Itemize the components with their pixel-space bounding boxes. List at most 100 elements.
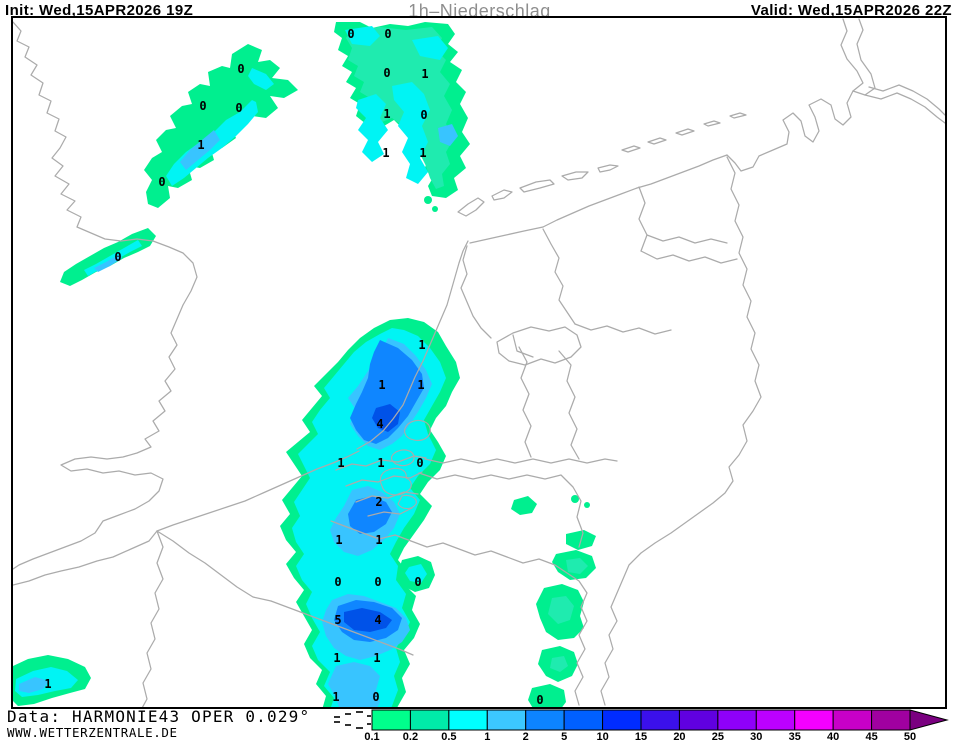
grid-value-label: 1 bbox=[337, 456, 344, 470]
river-waal bbox=[424, 458, 618, 464]
grid-value-label: 0 bbox=[384, 27, 391, 41]
coastline-england bbox=[13, 21, 198, 570]
colorbar-tick-label: 0.5 bbox=[441, 731, 456, 741]
precip-region bbox=[94, 254, 122, 272]
grid-value-label: 2 bbox=[375, 495, 382, 509]
precip-region bbox=[548, 596, 574, 624]
grid-value-label: 1 bbox=[373, 651, 380, 665]
grid-value-label: 1 bbox=[335, 533, 342, 547]
urban-outlines bbox=[379, 419, 431, 510]
colorbar-tick-label: 25 bbox=[712, 731, 724, 741]
colorbar-tick-label: 35 bbox=[789, 731, 801, 741]
colorbar-tick-label: 45 bbox=[865, 731, 877, 741]
grid-value-label: 1 bbox=[378, 378, 385, 392]
flevoland-polder bbox=[496, 326, 582, 366]
province-border bbox=[518, 346, 532, 458]
coastline-german-bight bbox=[726, 90, 854, 172]
map-frame: 0 0 0 1 0 0 0 0 0 1 1 0 1 1 1 1 1 4 1 1 0 2 1 1 0 0 0 5 4 1 1 1 0 0 1 bbox=[11, 16, 947, 709]
colorbar-cells bbox=[371, 709, 949, 731]
river-elbe bbox=[840, 18, 864, 92]
coastlines-and-borders bbox=[13, 18, 945, 707]
wadden-island bbox=[519, 179, 555, 193]
colorbar: 0.1 0.2 0.5 1 2 5 10 15 20 25 30 35 40 45 50 bbox=[331, 709, 959, 741]
ijsselmeer-west-shore bbox=[460, 245, 492, 339]
river-elbe bbox=[852, 18, 876, 96]
colorbar-tick-label: 15 bbox=[635, 731, 647, 741]
precip-region bbox=[346, 27, 454, 189]
grid-value-label: 0 bbox=[114, 250, 121, 264]
colorbar-cell bbox=[563, 709, 604, 731]
colorbar-cell bbox=[409, 709, 450, 731]
border-fr-be bbox=[141, 530, 164, 707]
precip-region bbox=[511, 496, 537, 515]
grid-value-label: 1 bbox=[417, 378, 424, 392]
grid-value-labels: 0 0 0 1 0 0 0 0 0 1 1 0 1 1 1 1 1 4 1 1 0 2 1 1 0 0 0 5 4 1 1 1 0 0 1 bbox=[44, 27, 543, 707]
urban-outline bbox=[390, 449, 415, 467]
grid-value-label: 0 bbox=[420, 108, 427, 122]
grid-value-label: 0 bbox=[235, 101, 242, 115]
coastline-france-belgium bbox=[13, 450, 360, 586]
wadden-island bbox=[675, 128, 695, 136]
river-upper-elbe bbox=[868, 84, 945, 116]
trace-dashes-icon bbox=[334, 711, 371, 729]
border-fr-be bbox=[156, 530, 272, 602]
grid-value-label: 1 bbox=[419, 146, 426, 160]
precip-areas bbox=[13, 22, 596, 707]
grid-value-label: 0 bbox=[347, 27, 354, 41]
grid-value-label: 0 bbox=[199, 99, 206, 113]
colorbar-scale: 0.1 0.2 0.5 1 2 5 10 15 20 25 30 35 40 45 50 bbox=[334, 709, 949, 741]
grid-value-label: 0 bbox=[334, 575, 341, 589]
province-border bbox=[640, 250, 738, 264]
precip-region bbox=[60, 228, 156, 286]
grid-value-label: 0 bbox=[158, 175, 165, 189]
grid-value-label: 1 bbox=[375, 533, 382, 547]
grid-value-label: 4 bbox=[374, 613, 381, 627]
precip-region bbox=[528, 684, 566, 707]
precip-region bbox=[571, 495, 579, 503]
grid-value-label: 1 bbox=[382, 146, 389, 160]
grid-value-label: 1 bbox=[332, 690, 339, 704]
grid-value-label: 1 bbox=[333, 651, 340, 665]
colorbar-cell bbox=[486, 709, 527, 731]
colorbar-tick-label: 1 bbox=[484, 731, 490, 741]
colorbar-cell bbox=[678, 709, 719, 731]
coastline-delta bbox=[367, 507, 413, 517]
wadden-island bbox=[561, 171, 589, 181]
colorbar-cell bbox=[832, 709, 873, 731]
grid-value-label: 0 bbox=[237, 62, 244, 76]
coastline-holland bbox=[356, 240, 469, 450]
border-nl-be bbox=[330, 520, 588, 706]
grid-value-label: 0 bbox=[383, 66, 390, 80]
colorbar-tick-label: 0.1 bbox=[364, 731, 379, 741]
precip-region bbox=[344, 608, 392, 632]
wadden-island bbox=[621, 145, 641, 153]
river-maas bbox=[418, 472, 584, 548]
urban-outline bbox=[404, 419, 431, 441]
wadden-island bbox=[457, 197, 485, 217]
grid-value-label: 5 bbox=[334, 613, 341, 627]
precip-region bbox=[180, 130, 220, 170]
colorbar-tick-label: 0.2 bbox=[403, 731, 418, 741]
urban-outline bbox=[397, 494, 417, 510]
grid-value-label: 0 bbox=[416, 456, 423, 470]
wadden-island bbox=[597, 164, 619, 173]
precip-region bbox=[350, 340, 424, 444]
precip-region bbox=[438, 124, 458, 146]
colorbar-cell bbox=[640, 709, 680, 731]
precip-region bbox=[372, 404, 400, 432]
colorbar-tick-labels: 0.1 0.2 0.5 1 2 5 10 15 20 25 30 35 40 45 50 bbox=[364, 731, 916, 741]
colorbar-cell bbox=[525, 709, 565, 731]
precip-region bbox=[405, 564, 427, 583]
province-border bbox=[574, 323, 672, 335]
colorbar-arrow bbox=[909, 709, 949, 731]
precip-region bbox=[550, 656, 568, 672]
precip-region bbox=[328, 662, 380, 707]
grid-value-label: 0 bbox=[372, 690, 379, 704]
colorbar-tick-label: 40 bbox=[827, 731, 839, 741]
border-be-internal bbox=[270, 600, 414, 656]
wadden-island bbox=[647, 137, 667, 145]
precip-region bbox=[424, 196, 432, 204]
grid-value-label: 1 bbox=[418, 338, 425, 352]
valid-time-label: Valid: Wed,15APR2026 22Z bbox=[750, 2, 952, 19]
colorbar-cell bbox=[717, 709, 757, 731]
